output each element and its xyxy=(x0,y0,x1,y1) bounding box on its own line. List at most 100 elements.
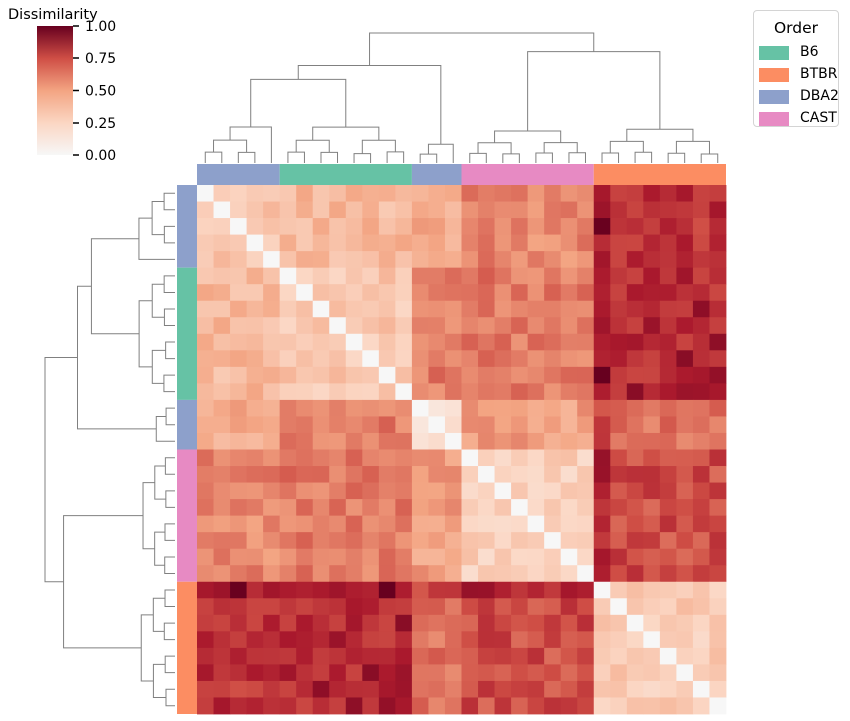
heatmap-cell xyxy=(395,317,413,335)
heatmap-cell xyxy=(544,333,562,351)
heatmap-cell xyxy=(411,267,429,285)
heatmap-cell xyxy=(560,317,578,335)
heatmap-grid xyxy=(197,185,727,715)
heatmap-cell xyxy=(411,631,429,649)
heatmap-cell xyxy=(461,234,479,252)
heatmap-cell xyxy=(560,185,578,202)
heatmap-cell xyxy=(676,482,694,500)
heatmap-cell xyxy=(263,697,281,715)
heatmap-cell xyxy=(362,300,380,318)
heatmap-cell xyxy=(461,185,479,202)
heatmap-cell xyxy=(560,416,578,434)
heatmap-cell xyxy=(279,499,297,517)
heatmap-cell xyxy=(362,333,380,351)
dendrogram-link xyxy=(543,142,578,153)
heatmap-cell xyxy=(411,201,429,219)
heatmap-cell xyxy=(659,680,677,698)
heatmap-cell xyxy=(312,300,330,318)
heatmap-cell xyxy=(478,515,495,533)
heatmap-cell xyxy=(692,383,710,401)
heatmap-cell xyxy=(444,466,462,483)
heatmap-cell xyxy=(263,548,281,566)
heatmap-cell xyxy=(246,482,264,500)
heatmap-cell xyxy=(511,432,529,450)
heatmap-cell xyxy=(577,614,595,632)
heatmap-cell xyxy=(263,366,281,384)
heatmap-cell xyxy=(279,383,297,401)
heatmap-cell xyxy=(461,251,479,269)
heatmap-cell xyxy=(444,201,462,219)
heatmap-cell xyxy=(626,548,644,566)
heatmap-cell xyxy=(511,317,529,335)
heatmap-cell xyxy=(527,548,545,566)
heatmap-cell xyxy=(709,267,727,285)
heatmap-cell xyxy=(709,647,727,665)
heatmap-cell xyxy=(444,284,462,302)
dendrogram-link xyxy=(163,192,175,211)
heatmap-cell xyxy=(263,284,281,302)
heatmap-cell xyxy=(478,317,495,335)
heatmap-cell xyxy=(428,251,446,269)
legend-swatch xyxy=(759,112,789,126)
heatmap-cell xyxy=(428,482,446,500)
heatmap-cell xyxy=(312,333,330,351)
legend-label: B6 xyxy=(800,44,819,60)
heatmap-cell xyxy=(197,383,214,401)
heatmap-cell xyxy=(560,499,578,517)
heatmap-cell xyxy=(197,201,214,219)
dendrogram-link xyxy=(229,126,272,163)
dendrogram-link xyxy=(165,490,175,508)
heatmap-cell xyxy=(643,631,661,649)
heatmap-cell xyxy=(659,350,677,368)
heatmap-cell xyxy=(494,598,512,616)
heatmap-cell xyxy=(362,565,380,583)
heatmap-cell xyxy=(659,598,677,616)
dendrogram-link xyxy=(502,153,520,163)
dendrogram-link xyxy=(90,238,140,335)
heatmap-cell xyxy=(577,251,595,269)
colorbar-tick-label: 0.25 xyxy=(85,116,116,132)
dendrogram-link xyxy=(237,151,256,163)
heatmap-cell xyxy=(577,647,595,665)
heatmap-cell xyxy=(610,317,628,335)
heatmap-cell xyxy=(659,317,677,335)
heatmap-cell xyxy=(263,251,281,269)
heatmap-cell xyxy=(312,598,330,616)
heatmap-cell xyxy=(709,548,727,566)
heatmap-cell xyxy=(378,565,396,583)
heatmap-cell xyxy=(478,218,495,235)
heatmap-cell xyxy=(494,449,512,467)
heatmap-cell xyxy=(428,697,446,715)
heatmap-cell xyxy=(527,284,545,302)
heatmap-cell xyxy=(395,449,413,467)
heatmap-cell xyxy=(444,333,462,351)
heatmap-cell xyxy=(676,284,694,302)
heatmap-cell xyxy=(511,697,529,715)
heatmap-cell xyxy=(511,598,529,616)
heatmap-cell xyxy=(246,631,264,649)
heatmap-cell xyxy=(643,284,661,302)
heatmap-cell xyxy=(544,251,562,269)
heatmap-cell xyxy=(560,697,578,715)
heatmap-cell xyxy=(345,449,363,467)
heatmap-cell xyxy=(676,300,694,318)
heatmap-cell xyxy=(213,449,231,467)
heatmap-cell xyxy=(626,234,644,252)
dendrogram-link xyxy=(152,663,166,698)
heatmap-cell xyxy=(296,416,314,434)
legend-swatch xyxy=(759,46,789,60)
heatmap-cell xyxy=(197,432,214,450)
heatmap-cell xyxy=(213,416,231,434)
heatmap-cell xyxy=(478,548,495,566)
heatmap-cell xyxy=(296,532,314,550)
heatmap-cell xyxy=(230,284,247,302)
dendrogram-link xyxy=(667,152,686,163)
heatmap-cell xyxy=(544,581,562,599)
heatmap-cell xyxy=(478,267,495,285)
heatmap-cell xyxy=(395,680,413,698)
heatmap-cell xyxy=(197,515,214,533)
heatmap-cell xyxy=(659,185,677,202)
heatmap-cell xyxy=(444,565,462,583)
heatmap-cell xyxy=(511,565,529,583)
heatmap-cell xyxy=(527,185,545,202)
